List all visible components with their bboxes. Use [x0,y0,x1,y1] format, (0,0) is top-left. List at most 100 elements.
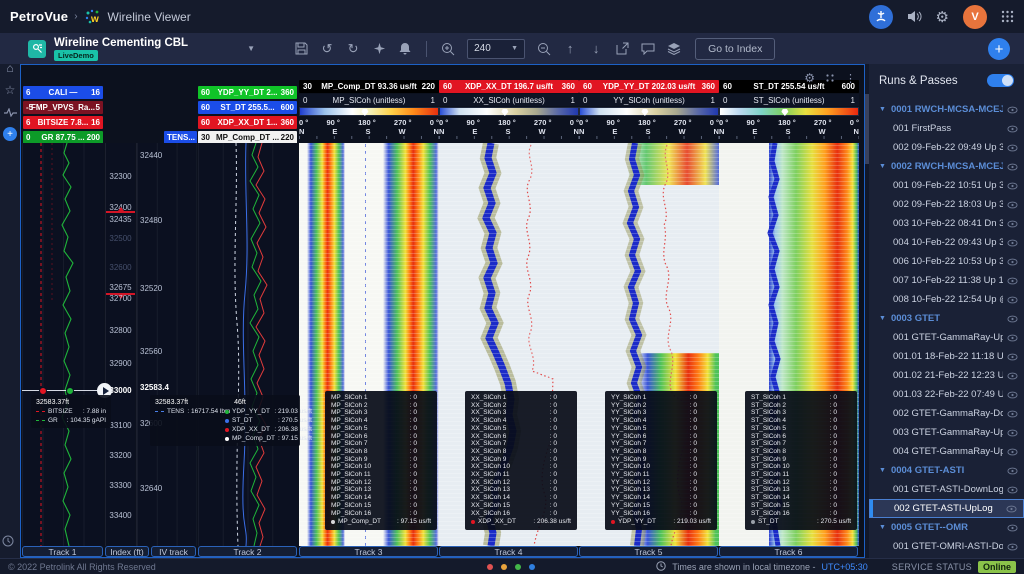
run-pass-item[interactable]: ▼ 001 GTET-GammaRay-UpL... [869,328,1024,347]
curve-scale-chip[interactable]: -5 FMP_VPVS_Ra... 5 [23,101,103,114]
track4-vdl-plot[interactable]: XX_SlCoh 1 : 0 XX_SlCoh 2 : 0 XX_SlCoh 3 [439,143,579,546]
zoom-in-icon[interactable] [435,38,461,60]
run-pass-item[interactable]: ▼ 0004 GTET-ASTI [869,461,1024,480]
dt-curve-chip[interactable]: 60 XDP_XX_DT 196.7 us/ft 360 [439,80,579,93]
track-tab[interactable]: Track 1 [22,546,103,557]
run-pass-item[interactable]: ▼ 002 GTET-GammaRay-Dow... [869,404,1024,423]
run-pass-item[interactable]: ▼ 002 GTET-ASTI-UpLog [869,499,1024,518]
track-tab[interactable]: Track 4 [439,546,578,557]
visibility-eye-icon[interactable] [1007,353,1018,361]
add-view-button[interactable]: + [988,38,1010,60]
visibility-eye-icon[interactable] [1007,239,1018,247]
run-pass-item[interactable]: ▼ 001 GTET-OMRI-ASTI-Dow... [869,537,1024,556]
export-icon[interactable] [609,38,635,60]
collapse-caret-icon[interactable]: ▼ [879,467,886,474]
run-pass-item[interactable]: ▼ 0003 GTET [869,309,1024,328]
cursor-handle[interactable] [97,383,112,398]
run-pass-item[interactable]: ▼ 001.03 22-Feb-22 07:49 Up [869,385,1024,404]
run-pass-item[interactable]: ▼ 002 09-Feb-22 09:49 Up 3... [869,138,1024,157]
track-tab[interactable]: Track 2 [198,546,297,557]
visibility-eye-icon[interactable] [1006,505,1017,513]
visibility-eye-icon[interactable] [1007,220,1018,228]
visibility-eye-icon[interactable] [1007,448,1018,456]
save-icon[interactable] [288,38,314,60]
view-settings-gear-icon[interactable]: ⚙ [804,71,815,85]
visibility-eye-icon[interactable] [1007,163,1018,171]
audio-icon[interactable] [907,10,922,23]
visibility-eye-icon[interactable] [1007,315,1018,323]
collapse-caret-icon[interactable]: ▼ [879,106,886,113]
timezone-value[interactable]: UTC+05:30 [821,561,868,572]
user-avatar[interactable]: V [963,4,987,29]
run-pass-item[interactable]: ▼ 001 FirstPass [869,119,1024,138]
track6-vdl-plot[interactable]: ST_SlCoh 1 : 0 ST_SlCoh 2 : 0 ST_SlCoh 3 [719,143,859,546]
color-scale-marker[interactable] [781,109,789,116]
run-pass-item[interactable]: ▼ 0002 RWCH-MCSA-MCEJ... [869,157,1024,176]
effects-icon[interactable] [366,38,392,60]
scroll-up-icon[interactable]: ↑ [566,41,574,56]
undo-icon[interactable]: ↺ [321,40,333,56]
scroll-down-icon[interactable]: ↓ [592,41,600,56]
run-pass-item[interactable]: ▼ 001 09-Feb-22 10:51 Up 3... [869,176,1024,195]
runs-passes-toggle[interactable] [987,74,1014,87]
rail-add-button[interactable]: + [3,127,17,141]
curve-scale-chip[interactable]: 60 ST_DT 255.5... 600 [198,101,297,114]
track-tab[interactable]: Track 3 [299,546,438,557]
settings-gear-icon[interactable]: ⚙ [935,8,949,26]
curve-scale-chip[interactable]: 6 BITSIZE 7.8... 16 [23,116,103,129]
visibility-eye-icon[interactable] [1007,277,1018,285]
curve-scale-chip[interactable]: 0 GR 87.75 ... 200 [23,131,103,144]
track-tab[interactable]: Index (ft) [105,546,149,557]
zoom-level-select[interactable]: 240 ▼ [467,38,526,59]
sidebar-scrollbar[interactable] [865,94,869,164]
visibility-eye-icon[interactable] [1007,296,1018,304]
curve-scale-chip[interactable]: 30 MP_Comp_DT ... 220 [198,131,297,144]
run-pass-item[interactable]: ▼ 001.01 18-Feb-22 11:18 Up [869,347,1024,366]
visibility-eye-icon[interactable] [1007,543,1018,551]
track-tab[interactable]: Track 5 [579,546,718,557]
curve-scale-chip[interactable]: 60 YDP_YY_DT 2... 360 [198,86,297,99]
run-pass-item[interactable]: ▼ 008 10-Feb-22 12:54 Up @... [869,290,1024,309]
color-scale-marker[interactable] [361,109,369,116]
favorites-star-icon[interactable]: ☆ [4,83,16,97]
visibility-eye-icon[interactable] [1007,429,1018,437]
index-depth-track[interactable]: 32300 32400 32435 32500 32600 32675 3270… [105,143,135,546]
visibility-eye-icon[interactable] [1007,144,1018,152]
dt-curve-chip[interactable]: 60 ST_DT 255.54 us/ft 600 [719,80,859,93]
visibility-eye-icon[interactable] [1007,467,1018,475]
run-pass-item[interactable]: ▼ 0001 RWCH-MCSA-MCEJ... [869,100,1024,119]
tens-curve-chip[interactable]: TENS... [164,131,197,144]
visibility-eye-icon[interactable] [1007,486,1018,494]
history-clock-icon[interactable] [2,534,14,552]
run-pass-item[interactable]: ▼ 001 GTET-ASTI-DownLog [869,480,1024,499]
visibility-eye-icon[interactable] [1007,334,1018,342]
layers-icon[interactable] [661,38,687,60]
visibility-eye-icon[interactable] [1007,410,1018,418]
notifications-bell-icon[interactable] [392,38,418,60]
collapse-caret-icon[interactable]: ▼ [879,315,886,322]
collapse-caret-icon[interactable]: ▼ [879,163,886,170]
track-tab[interactable]: Track 6 [719,546,858,557]
track-tab[interactable]: IV track [151,546,196,557]
track3-vdl-plot[interactable]: MP_SlCoh 1 : 0 MP_SlCoh 2 : 0 MP_SlCoh 3 [299,143,439,546]
visibility-eye-icon[interactable] [1007,524,1018,532]
visibility-eye-icon[interactable] [1007,125,1018,133]
curve-scale-chip[interactable]: 60 XDP_XX_DT 1... 360 [198,116,297,129]
apps-grid-icon[interactable] [1001,10,1014,23]
redo-icon[interactable]: ↻ [347,40,359,56]
title-dropdown-caret[interactable]: ▼ [247,44,256,53]
home-icon[interactable]: ⌂ [6,61,14,75]
wireline-unit-icon[interactable] [868,4,893,29]
run-pass-item[interactable]: ▼ 006 10-Feb-22 10:53 Up 3... [869,252,1024,271]
iv-depth-track[interactable]: 32440 32480 32520 32560 32583.4 32600 32… [136,143,197,546]
dt-curve-chip[interactable]: 60 YDP_YY_DT 202.03 us/ft 360 [579,80,719,93]
run-pass-item[interactable]: ▼ 002 09-Feb-22 18:03 Up 3... [869,195,1024,214]
visibility-eye-icon[interactable] [1007,258,1018,266]
track1-plot[interactable] [22,143,104,546]
brand-logo-text[interactable]: PetroVue [10,9,69,24]
zoom-out-icon[interactable] [531,38,557,60]
run-pass-item[interactable]: ▼ 003 GTET-GammaRay-UpL... [869,423,1024,442]
color-scale-marker[interactable] [641,109,649,116]
run-pass-item[interactable]: ▼ 004 GTET-GammaRay-UpL... [869,442,1024,461]
run-pass-item[interactable]: ▼ 004 10-Feb-22 09:43 Up 3... [869,233,1024,252]
